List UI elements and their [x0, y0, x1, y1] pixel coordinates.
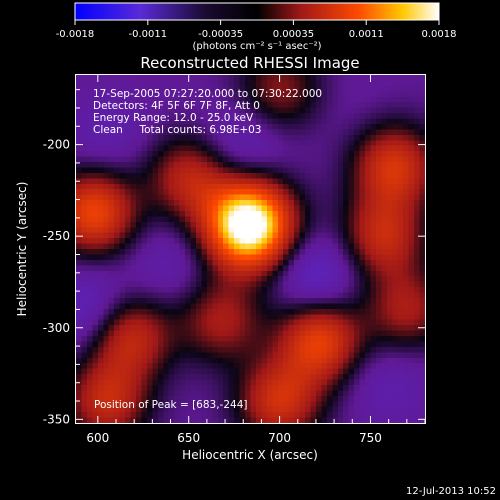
info-line-energy: Energy Range: 12.0 - 25.0 keV [93, 112, 254, 124]
info-line-detectors: Detectors: 4F 5F 6F 7F 8F, Att 0 [93, 100, 260, 112]
plot-frame [75, 74, 426, 424]
colorbar-tick-label: -0.00035 [198, 29, 243, 40]
y-tick-label: -250 [43, 229, 70, 243]
colorbar-gradient [74, 2, 440, 21]
info-box: 17-Sep-2005 07:27:20.000 to 07:30:22.000… [93, 88, 322, 136]
y-tick-label: -300 [43, 321, 70, 335]
chart-title: Reconstructed RHESSI Image [140, 54, 359, 72]
plot-ticks: 600 650 700 750 -200 -250 -300 -350 [43, 75, 426, 445]
colorbar-tick-label: 0.0011 [349, 29, 384, 40]
colorbar-tick-label: -0.0018 [56, 29, 95, 40]
colorbar-tick-label: 0.00035 [273, 29, 314, 40]
colorbar-ticks: -0.0018 -0.0011 -0.00035 0.00035 0.0011 0.001… [56, 20, 457, 40]
peak-position-label: Position of Peak = [683,-244] [94, 399, 248, 411]
colorbar-tick-label: 0.0018 [422, 29, 457, 40]
heatmap-image [76, 75, 425, 423]
image-plot: 600 650 700 750 -200 -250 -300 -350 [43, 74, 426, 445]
y-tick-label: -350 [43, 412, 70, 426]
x-axis-title: Heliocentric X (arcsec) [182, 448, 318, 462]
x-tick-label: 600 [86, 431, 109, 445]
y-tick-label: -200 [43, 138, 70, 152]
colorbar-unit-label: (photons cm⁻² s⁻¹ asec⁻²) [192, 41, 321, 52]
x-tick-label: 650 [177, 431, 200, 445]
x-tick-label: 700 [268, 431, 291, 445]
colorbar: -0.0018 -0.0011 -0.00035 0.00035 0.0011 0.001… [56, 2, 457, 52]
info-line-time: 17-Sep-2005 07:27:20.000 to 07:30:22.000 [93, 88, 322, 100]
y-axis-title: Heliocentric Y (arcsec) [15, 182, 29, 317]
colorbar-tick-label: -0.0011 [128, 29, 167, 40]
info-line-clean: Clean Total counts: 6.98E+03 [93, 124, 262, 136]
x-tick-label: 750 [359, 431, 382, 445]
timestamp: 12-Jul-2013 10:52 [406, 486, 496, 497]
